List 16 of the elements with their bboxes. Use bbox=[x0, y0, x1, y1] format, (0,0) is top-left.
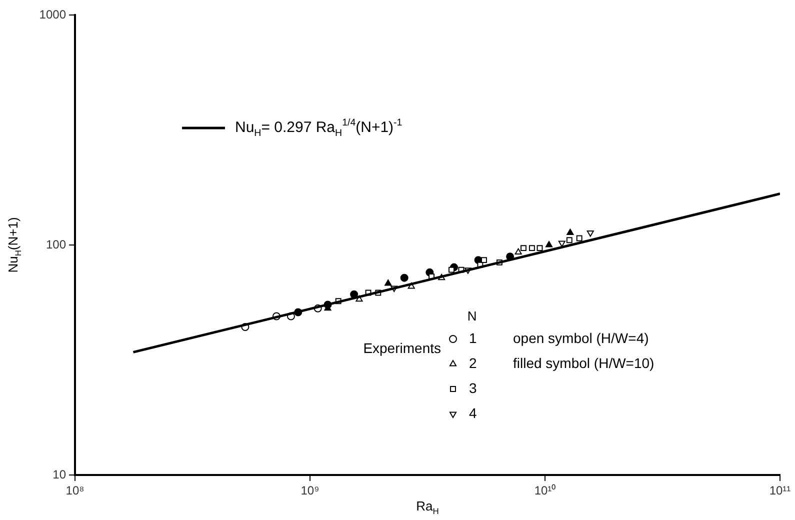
legend-label: 1 bbox=[469, 330, 477, 346]
annotation: filled symbol (H/W=10) bbox=[513, 354, 654, 371]
annotation: Experiments bbox=[363, 340, 441, 356]
legend-label: 2 bbox=[469, 354, 477, 371]
legend-label: 3 bbox=[469, 380, 477, 396]
x-tick-label: 10¹¹ bbox=[769, 484, 791, 498]
y-tick-label: 10 bbox=[52, 467, 66, 482]
legend-label: 4 bbox=[469, 404, 477, 421]
x-tick-label: 10⁹ bbox=[300, 484, 320, 498]
y-axis-title: NuH(N+1) bbox=[6, 217, 23, 273]
y-tick-label: 100 bbox=[46, 237, 66, 252]
annotation: open symbol (H/W=4) bbox=[513, 330, 649, 346]
x-tick-label: 10⁸ bbox=[66, 484, 84, 498]
x-tick-label: 10¹⁰ bbox=[534, 484, 556, 498]
y-tick-label: 1000 bbox=[39, 7, 66, 22]
legend-title: N bbox=[467, 308, 477, 324]
